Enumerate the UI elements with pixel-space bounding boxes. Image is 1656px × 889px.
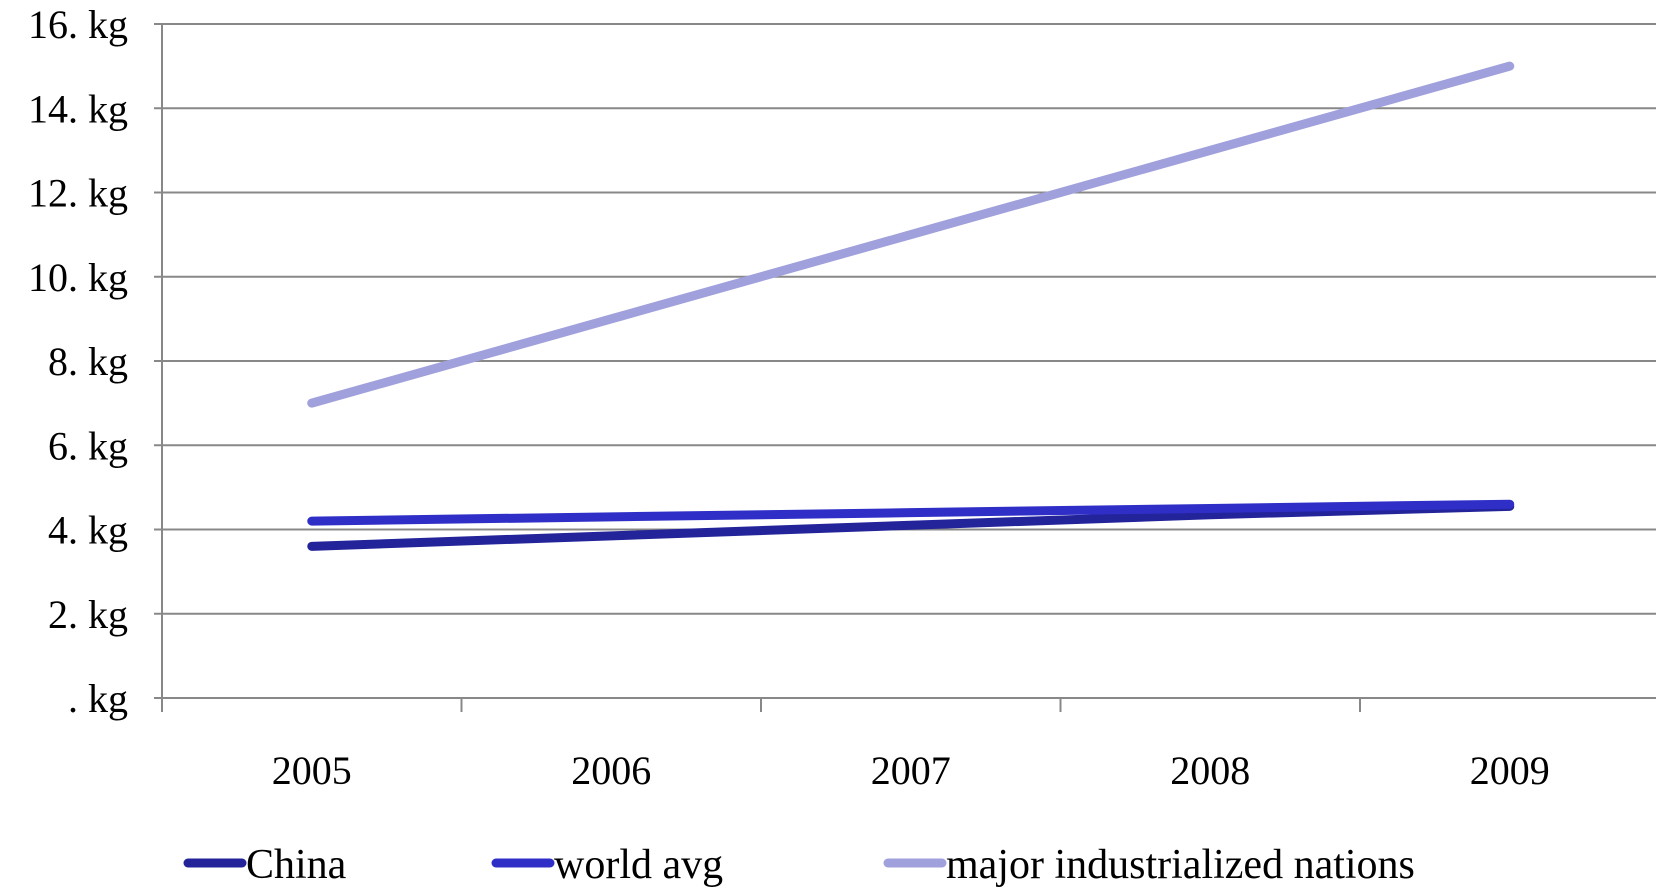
x-tick-label: 2007 (871, 748, 951, 793)
y-tick-label: 2. kg (48, 592, 128, 637)
legend: China world avg major industrialized natio… (183, 842, 1415, 888)
y-tick-label: 12. kg (28, 171, 128, 216)
x-axis-tick-labels: 2005 2006 2007 2008 2009 (272, 748, 1550, 793)
y-tick-label: 10. kg (28, 255, 128, 300)
legend-label: China (246, 842, 347, 888)
y-tick-label: 4. kg (48, 508, 128, 553)
y-tick-label: . kg (68, 676, 128, 721)
x-tick-label: 2009 (1470, 748, 1550, 793)
y-tick-label: 8. kg (48, 339, 128, 384)
gridlines (162, 23, 1656, 615)
series-line (307, 61, 1515, 408)
series-line (307, 501, 1515, 551)
x-tick-label: 2006 (571, 748, 651, 793)
y-axis-tick-labels: . kg 2. kg 4. kg 6. kg 8. kg 10. kg 12. kg 14. … (28, 2, 128, 721)
legend-label: major industrialized nations (946, 842, 1415, 888)
series-lines (307, 61, 1515, 551)
series-line (307, 499, 1515, 526)
x-tick-label: 2008 (1170, 748, 1250, 793)
x-tick-label: 2005 (272, 748, 352, 793)
y-tick-label: 16. kg (28, 2, 128, 47)
legend-label: world avg (554, 842, 723, 888)
y-tick-label: 14. kg (28, 86, 128, 131)
axes (154, 23, 1656, 712)
y-tick-label: 6. kg (48, 423, 128, 468)
